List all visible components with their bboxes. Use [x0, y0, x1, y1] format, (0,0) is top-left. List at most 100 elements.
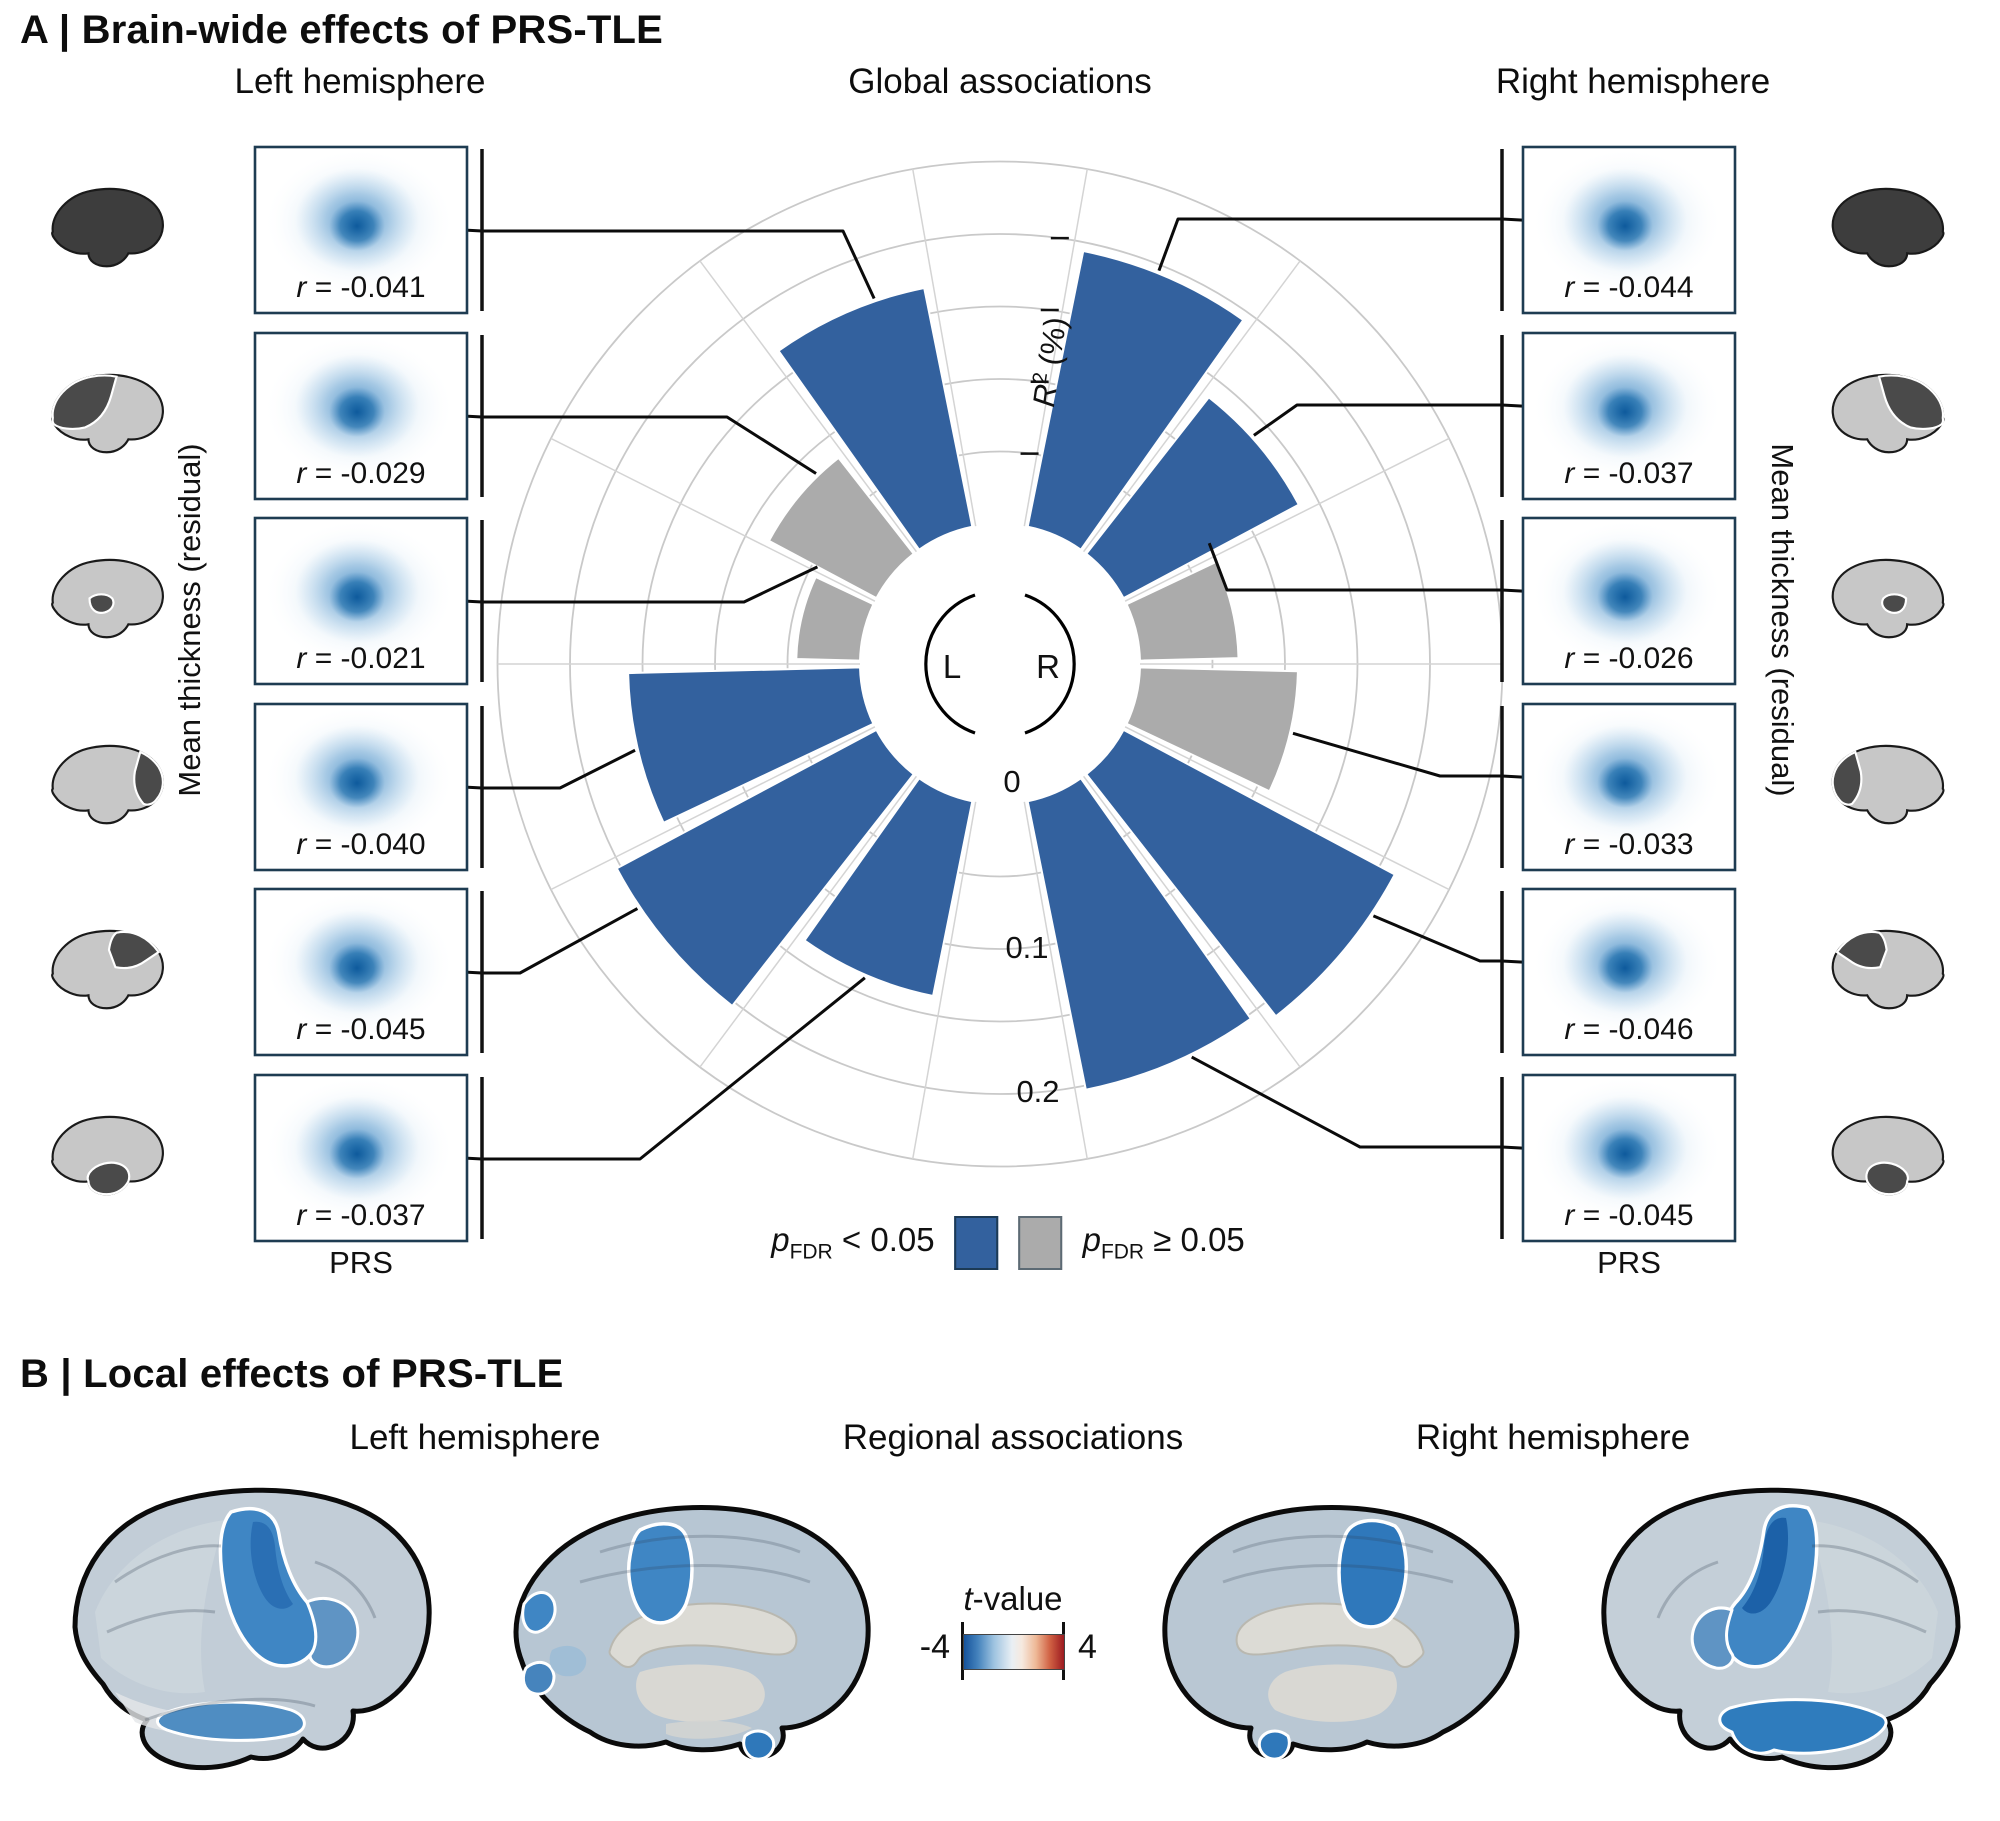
- scatter-right-whole-hemisphere-r-label: r = -0.044: [1564, 271, 1693, 304]
- colorbar-min-tick: [961, 1622, 964, 1680]
- legend-sig-label: pFDR < 0.05: [771, 1221, 935, 1264]
- scatter-right-frontal-lobe-frame: [1521, 331, 1737, 501]
- scatter-right-occipital-lobe-density: [1531, 706, 1723, 853]
- scatter-right-frontal-lobe-density-blob: [1597, 387, 1653, 437]
- scatter-left-limbic-lobe-density-blob: [329, 572, 385, 622]
- colorbar-gradient: [963, 1634, 1065, 1670]
- scatter-right-parietal-lobe-r-label: r = -0.046: [1564, 1013, 1693, 1046]
- radial-axis-label-r: R: [1026, 382, 1064, 410]
- polar-spoke: [1124, 437, 1450, 602]
- brain-icon-left-limbic-lobe-shape: [88, 593, 115, 614]
- wedge-left-frontal-lobe: [767, 456, 916, 600]
- brain-icon-left-whole-hemisphere: [51, 187, 164, 268]
- brain-icon-right-occipital-lobe: [1831, 744, 1945, 825]
- polar-spoke: [912, 169, 977, 527]
- scatter-left-temporal-lobe-density-blob: [329, 1129, 385, 1179]
- y-axis-label-right: Mean thickness (residual): [1765, 443, 1800, 797]
- colorbar-max-label: 4: [1078, 1628, 1097, 1666]
- polar-spoke: [550, 437, 876, 602]
- scatter-right-limbic-lobe-r-label: r = -0.026: [1564, 642, 1693, 675]
- brain-icon-left-parietal-lobe-shape: [107, 930, 161, 970]
- brain-icon-left-limbic-lobe: [51, 558, 164, 639]
- panel-a-header-global-associations: Global associations: [848, 62, 1152, 101]
- panel-b-header-regional-associations: Regional associations: [842, 1418, 1184, 1457]
- scatter-left-parietal-lobe-r-label: r = -0.045: [296, 1013, 425, 1046]
- polar-spoke: [699, 775, 917, 1068]
- scatter-left-parietal-lobe-density-blob: [329, 943, 385, 993]
- brain-icon-left-temporal-lobe-shape: [86, 1161, 131, 1196]
- brain-icon-left-whole-hemisphere-shape: [51, 187, 164, 268]
- scatter-left-temporal-lobe-r-label: r = -0.037: [296, 1199, 425, 1232]
- brain-icon-right-occipital-lobe-shape: [1831, 750, 1863, 806]
- scatter-left-parietal-lobe-density: [263, 891, 455, 1038]
- scatter-left-occipital-lobe-r-label: r = -0.040: [296, 828, 425, 861]
- radial-tick-01: 0.1: [1005, 930, 1048, 965]
- center-left-arc: [924, 593, 976, 735]
- panel-a-title: A | Brain-wide effects of PRS-TLE: [20, 8, 664, 52]
- radial-tick-0: 0: [1003, 764, 1020, 799]
- brain-icon-right-occipital-lobe-shape: [1831, 744, 1945, 825]
- wedge-right-whole-hemisphere: [1026, 249, 1245, 552]
- polar-spoke: [1023, 169, 1088, 527]
- legend-nonsig-label: pFDR ≥ 0.05: [1082, 1221, 1245, 1264]
- scatter-right-occipital-lobe-density-blob: [1597, 758, 1653, 808]
- significance-legend: pFDR < 0.05 pFDR ≥ 0.05: [771, 1216, 1245, 1270]
- x-axis-label-left: PRS: [329, 1245, 393, 1280]
- scatter-right-parietal-lobe-frame: [1521, 887, 1737, 1057]
- brain-icon-right-parietal-lobe-shape: [1835, 930, 1888, 970]
- scatter-right-parietal-lobe-density-blob: [1597, 943, 1653, 993]
- wedge-left-whole-hemisphere: [777, 286, 974, 552]
- scatter-left-temporal-lobe-frame: [253, 1073, 469, 1243]
- scatter-left-frontal-lobe-r-label: r = -0.029: [296, 457, 425, 490]
- scatter-left-limbic-lobe-density: [263, 520, 455, 667]
- brain-icon-left-frontal-lobe-shape: [51, 374, 118, 431]
- scatter-right-limbic-lobe-density-blob: [1597, 572, 1653, 622]
- scatter-left-occipital-lobe-frame: [253, 702, 469, 872]
- brain-icon-right-temporal-lobe: [1831, 1115, 1945, 1196]
- center-right-arc: [1024, 593, 1076, 735]
- center-label-right: R: [1036, 648, 1060, 685]
- scatter-right-limbic-lobe-frame: [1521, 516, 1737, 686]
- scatter-right-occipital-lobe-r-label: r = -0.033: [1564, 828, 1693, 861]
- center-label-left: L: [943, 648, 961, 685]
- panel-b-header-right-hemisphere: Right hemisphere: [1415, 1418, 1691, 1457]
- brain-icon-left-parietal-lobe: [51, 929, 164, 1010]
- scatter-right-parietal-lobe-density: [1531, 891, 1723, 1038]
- scatter-left-limbic-lobe-r-label: r = -0.021: [296, 642, 425, 675]
- brain-icon-right-limbic-lobe: [1831, 558, 1945, 639]
- brain-icon-right-whole-hemisphere: [1831, 187, 1945, 268]
- scatter-left-limbic-lobe-frame: [253, 516, 469, 686]
- brain-map-left-medial: [513, 1505, 871, 1761]
- wedge-right-frontal-lobe: [1084, 395, 1301, 600]
- polar-spoke: [699, 260, 917, 553]
- legend-swatch-significant: [954, 1216, 999, 1270]
- wedge-right-temporal-lobe: [1026, 776, 1253, 1091]
- scatter-right-whole-hemisphere-density: [1531, 149, 1723, 296]
- y-axis-label-left: Mean thickness (residual): [172, 443, 207, 797]
- panel-b-title: B | Local effects of PRS-TLE: [20, 1352, 564, 1396]
- polar-spoke: [1023, 801, 1088, 1159]
- wedge-left-occipital-lobe: [627, 666, 875, 825]
- brain-icon-right-whole-hemisphere-shape: [1831, 187, 1945, 268]
- polar-spoke: [1124, 726, 1450, 891]
- global-associations-polar-chart: r = -0.041 r = -0.044 r = -0.029 r = -0.037…: [51, 145, 1945, 1243]
- wedge-right-parietal-lobe: [1084, 728, 1397, 1018]
- brain-map-right-lateral: [1601, 1487, 1961, 1771]
- scatter-left-occipital-lobe-density-blob: [329, 758, 385, 808]
- scatter-right-frontal-lobe-r-label: r = -0.037: [1564, 457, 1693, 490]
- scatter-right-temporal-lobe-density: [1531, 1077, 1723, 1224]
- scatter-right-limbic-lobe-density: [1531, 520, 1723, 667]
- wedge-right-occipital-lobe: [1125, 666, 1299, 793]
- scatter-left-whole-hemisphere-density-blob: [329, 201, 385, 251]
- scatter-left-occipital-lobe-density: [263, 706, 455, 853]
- panel-a-header-right-hemisphere: Right hemisphere: [1495, 62, 1771, 101]
- brain-icon-right-parietal-lobe: [1831, 929, 1945, 1010]
- scatter-right-whole-hemisphere-frame: [1521, 145, 1737, 315]
- polar-spoke: [550, 726, 876, 891]
- brain-icon-left-occipital-lobe: [51, 744, 164, 825]
- colorbar-min-label: -4: [919, 1628, 950, 1666]
- brain-map-right-medial: [1162, 1505, 1520, 1761]
- brain-map-left-lateral: [72, 1487, 432, 1771]
